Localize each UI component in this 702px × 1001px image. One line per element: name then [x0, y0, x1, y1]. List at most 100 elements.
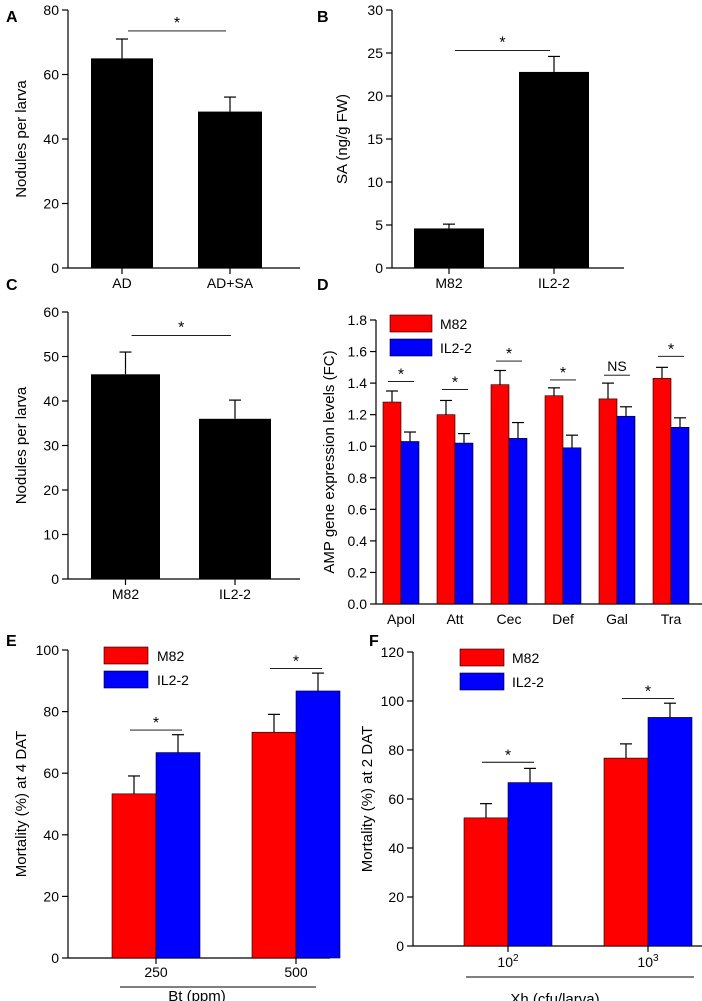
legend-label: IL2-2: [157, 672, 189, 688]
x-tick-label: Att: [446, 611, 463, 627]
significance-marker: *: [293, 653, 299, 670]
y-axis-title: Mortality (%) at 2 DAT: [359, 726, 376, 872]
legend-label: M82: [512, 650, 539, 666]
y-tick-label: 40: [43, 393, 59, 409]
y-tick-label: 0.8: [348, 470, 368, 486]
y-tick-label: 0.0: [348, 596, 368, 612]
y-tick-label: 20: [43, 482, 59, 498]
x-tick-label: 250: [144, 964, 168, 980]
y-tick-label: 20: [367, 88, 383, 104]
x-tick-label: AD: [112, 275, 131, 291]
y-tick-label: 60: [43, 765, 59, 781]
bar-il2-2: [647, 717, 693, 947]
legend-swatch-m82: [389, 314, 433, 333]
x-axis-title: Xh (cfu/larva): [510, 991, 599, 1001]
y-tick-label: 80: [388, 742, 404, 758]
bar: [198, 111, 262, 269]
y-tick-label: 0: [375, 260, 383, 276]
panel-letter: E: [6, 633, 17, 650]
panel-d: D 0.0 0.2 0.4 0.6 0.8 1.0 1.2 1.4 1.6 1.8 AMP gene …: [317, 277, 702, 627]
x-tick-label: IL2-2: [538, 275, 570, 291]
x-tick-base: 10: [637, 954, 653, 970]
bar: [199, 418, 271, 579]
y-tick-label: 0.2: [348, 564, 368, 580]
y-tick-label: 40: [388, 840, 404, 856]
bar-m82: [490, 384, 510, 605]
y-tick-label: 60: [43, 67, 59, 83]
y-tick-label: 100: [36, 642, 60, 658]
x-tick-base: 10: [497, 954, 513, 970]
y-tick-label: 1.4: [348, 375, 368, 391]
y-tick-label: 50: [43, 349, 59, 365]
panel-e: E 0 20 40 60 80 100 Mortality (%) at 4 DAT 250 50…: [6, 633, 341, 1001]
y-tick-label: 0: [396, 938, 404, 954]
x-tick-label: Def: [552, 611, 574, 627]
legend-swatch-il2-2: [389, 338, 433, 357]
y-axis-title: SA (ng/g FW): [334, 94, 351, 184]
panel-a: A 0 20 40 60 80 Nodules per larva AD AD+SA *: [6, 2, 300, 291]
significance-marker: *: [668, 341, 674, 358]
bar-m82: [544, 395, 564, 605]
significance-marker: *: [178, 320, 184, 337]
y-tick-label: 20: [43, 196, 59, 212]
y-tick-label: 60: [388, 791, 404, 807]
x-tick-exponent: 3: [653, 953, 659, 964]
x-tick-label: Gal: [606, 611, 628, 627]
bar: [91, 58, 153, 268]
y-tick-label: 0.4: [348, 533, 368, 549]
x-tick-label: AD+SA: [207, 275, 254, 291]
x-tick-label: M82: [435, 275, 462, 291]
x-tick-label: 102: [497, 953, 519, 970]
bar-m82: [251, 731, 297, 959]
panel-b: B 0 5 10 15 20 25 30 SA (ng/g FW) M82 IL2-2 *: [317, 2, 624, 291]
legend-swatch-m82: [459, 648, 505, 667]
panel-letter: F: [369, 633, 379, 650]
legend: M82 IL2-2: [103, 646, 189, 689]
x-tick-label: 103: [637, 953, 659, 970]
y-tick-label: 1.2: [348, 407, 368, 423]
bar-il2-2: [454, 442, 474, 605]
y-tick-label: 60: [43, 304, 59, 320]
bar: [91, 374, 160, 579]
significance-marker: *: [398, 367, 404, 384]
bar-m82: [463, 817, 509, 947]
bar-m82: [603, 757, 649, 947]
panel-letter: C: [6, 277, 18, 294]
x-tick-label: Tra: [661, 611, 682, 627]
bar-il2-2: [400, 441, 420, 605]
legend: M82 IL2-2: [389, 314, 472, 357]
significance-marker: *: [153, 715, 159, 732]
bar-il2-2: [616, 415, 636, 605]
y-axis-title: Nodules per larva: [13, 386, 30, 504]
y-tick-label: 0: [51, 950, 59, 966]
y-tick-label: 20: [388, 889, 404, 905]
y-tick-label: 100: [381, 693, 405, 709]
x-tick-label: Apol: [387, 611, 415, 627]
y-tick-label: 10: [43, 527, 59, 543]
bar-m82: [652, 378, 672, 605]
y-tick-label: 0: [51, 571, 59, 587]
y-tick-label: 10: [367, 174, 383, 190]
significance-marker: *: [560, 365, 566, 382]
panel-letter: D: [317, 277, 329, 294]
significance-marker: NS: [607, 358, 626, 374]
panel-letter: A: [6, 9, 18, 26]
y-tick-label: 120: [381, 644, 405, 660]
y-axis-title: Mortality (%) at 4 DAT: [13, 731, 30, 877]
y-tick-label: 80: [43, 704, 59, 720]
bar-il2-2: [295, 690, 341, 959]
y-tick-label: 1.6: [348, 344, 368, 360]
panel-letter: B: [317, 9, 329, 26]
y-tick-label: 40: [43, 827, 59, 843]
x-tick-label: M82: [112, 586, 139, 602]
y-axis-title: AMP gene expression levels (FC): [321, 350, 338, 573]
y-tick-label: 0: [51, 260, 59, 276]
legend: M82 IL2-2: [459, 648, 544, 691]
significance-marker: *: [505, 747, 511, 764]
y-tick-label: 1.0: [348, 438, 368, 454]
legend-swatch-il2-2: [103, 670, 149, 689]
bar: [414, 228, 484, 268]
panel-f: F 0 20 40 60 80 100 120 Mortality (%) at 2 DAT 10…: [359, 633, 702, 1001]
legend-swatch-il2-2: [459, 672, 505, 691]
legend-swatch-m82: [103, 646, 149, 665]
